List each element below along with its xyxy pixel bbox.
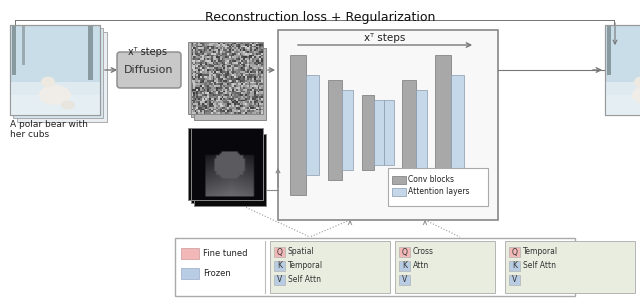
Bar (17, 32, 107, 122)
Text: Diffusion: Diffusion (124, 65, 173, 75)
Text: Attention layers: Attention layers (408, 188, 470, 196)
Bar (188, 42, 260, 114)
Bar (10, 25, 100, 115)
Text: A polar bear with
her cubs: A polar bear with her cubs (10, 120, 88, 139)
Bar (509, 275, 520, 285)
Text: V: V (277, 275, 282, 285)
Text: xᵀ steps: xᵀ steps (129, 47, 168, 57)
FancyBboxPatch shape (117, 52, 181, 88)
Text: Q: Q (511, 247, 517, 257)
Text: Conv blocks: Conv blocks (408, 175, 454, 185)
Bar (188, 128, 260, 200)
Bar (274, 261, 285, 271)
Bar (402, 80, 416, 180)
Text: Q: Q (276, 247, 282, 257)
Bar (194, 48, 266, 120)
Bar (399, 275, 410, 285)
Bar (384, 100, 394, 165)
Bar (392, 188, 406, 196)
Bar (10, 95, 100, 115)
Ellipse shape (634, 77, 640, 88)
Bar (435, 55, 451, 195)
Bar (191, 45, 263, 117)
Text: Attn: Attn (413, 261, 429, 271)
Bar (88, 25, 93, 80)
Bar (191, 131, 263, 203)
Text: V: V (512, 275, 517, 285)
Bar (605, 25, 640, 115)
Ellipse shape (632, 85, 640, 105)
Bar (605, 95, 640, 115)
Bar (15, 20, 615, 21)
Bar (306, 75, 319, 175)
Bar (274, 275, 285, 285)
Bar (392, 176, 406, 184)
Bar (617, 32, 625, 40)
Bar (274, 247, 285, 257)
Text: xᵀ steps: xᵀ steps (364, 33, 406, 43)
Bar (451, 75, 464, 175)
Bar (270, 241, 390, 293)
Ellipse shape (61, 101, 75, 109)
Bar (191, 42, 263, 114)
Bar (328, 80, 342, 180)
Text: Spatial: Spatial (288, 247, 315, 257)
Bar (278, 30, 498, 220)
Bar (191, 128, 263, 200)
Bar (362, 95, 374, 170)
Text: V: V (402, 275, 407, 285)
Bar (12, 25, 16, 75)
Bar (342, 90, 353, 170)
Bar (399, 247, 410, 257)
Bar (395, 241, 495, 293)
Ellipse shape (41, 77, 55, 88)
Bar (181, 268, 199, 279)
Text: Temporal: Temporal (523, 247, 558, 257)
Text: Self Attn: Self Attn (523, 261, 556, 271)
Text: Temporal: Temporal (288, 261, 323, 271)
Bar (614, 20, 615, 48)
Bar (194, 134, 266, 206)
Bar (399, 261, 410, 271)
Bar (374, 100, 384, 165)
Text: Reconstruction loss + Regularization: Reconstruction loss + Regularization (205, 11, 435, 24)
Bar (181, 248, 199, 259)
Bar (15, 20, 16, 48)
Text: Fine tuned: Fine tuned (203, 249, 248, 258)
Text: Self Attn: Self Attn (288, 275, 321, 285)
Text: K: K (277, 261, 282, 271)
Text: Cross: Cross (413, 247, 434, 257)
Bar (13, 28, 103, 118)
Bar (22, 25, 25, 65)
Bar (290, 55, 306, 195)
Text: Q: Q (401, 247, 408, 257)
Bar (416, 90, 427, 170)
Bar (10, 25, 100, 115)
Bar (509, 247, 520, 257)
Text: Frozen: Frozen (203, 269, 231, 278)
Bar (605, 25, 640, 115)
Bar (505, 241, 635, 293)
Bar (607, 25, 611, 75)
Bar (605, 82, 640, 115)
Text: K: K (512, 261, 517, 271)
Bar (388, 168, 488, 206)
Bar (509, 261, 520, 271)
Bar (10, 82, 100, 115)
Text: K: K (402, 261, 407, 271)
Bar (612, 30, 620, 38)
Bar (175, 238, 575, 296)
Ellipse shape (39, 85, 71, 105)
